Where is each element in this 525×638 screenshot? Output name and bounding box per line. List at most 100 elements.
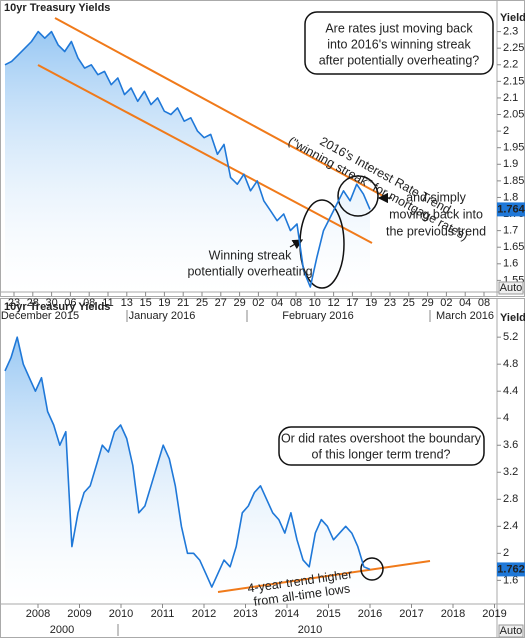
annotation-text: potentially overheating [187, 264, 312, 278]
annotation-text: Winning streak [209, 248, 292, 262]
x-tick-label: 2012 [192, 608, 216, 620]
annotation-text: and simply [406, 190, 466, 204]
x-tick-label: 04 [459, 297, 471, 309]
current-value-label: 1.764 [497, 203, 525, 215]
callout-box [304, 11, 494, 75]
axis-label: Yield [500, 312, 525, 324]
y-tick-label: 3.2 [503, 466, 518, 478]
x-tick-label: 2018 [441, 608, 465, 620]
y-tick-label: 1.6 [503, 258, 518, 270]
x-tick-label: 25 [403, 297, 415, 309]
x-tick-label: 29 [233, 297, 245, 309]
x-tick-label: 23 [8, 297, 20, 309]
x-tick-label: 2016 [358, 608, 382, 620]
callout-box [278, 426, 485, 466]
x-tick-label: 21 [177, 297, 189, 309]
area-fill [5, 337, 370, 604]
y-tick-label: 2 [503, 125, 509, 137]
x-tick-label: 2010 [109, 608, 133, 620]
y-tick-label: 1.8 [503, 191, 518, 203]
x-tick-label: 10 [309, 297, 321, 309]
series-line [4, 336, 371, 588]
x-tick-label: 30 [45, 297, 57, 309]
current-value-label: 1.762 [497, 563, 525, 575]
trend-line [37, 64, 373, 244]
annotation-text: moving back into [389, 207, 483, 221]
x-tick-label: 13 [121, 297, 133, 309]
x-tick-label: 19 [365, 297, 377, 309]
x-tick-label: 17 [346, 297, 358, 309]
x-tick-label: 11 [102, 297, 113, 309]
x-tick-label: 02 [252, 297, 264, 309]
y-tick-label: 4 [503, 412, 509, 424]
y-tick-label: 2.3 [503, 25, 518, 37]
scale-mode-box [498, 624, 524, 638]
annotation-text: Are rates just moving back [325, 21, 473, 35]
y-tick-label: 1.9 [503, 158, 518, 170]
chart-title: 10yr Treasury Yields [4, 2, 110, 14]
x-tick-label: 27 [215, 297, 227, 309]
y-tick-label: 1.85 [503, 175, 524, 187]
y-tick-label: 2.8 [503, 493, 518, 505]
x-tick-label: 02 [440, 297, 452, 309]
y-tick-label: 1.7 [503, 225, 518, 237]
y-tick-label: 2.4 [503, 520, 518, 532]
x-tick-label: 2013 [233, 608, 257, 620]
y-tick-label: 2.15 [503, 75, 524, 87]
annotation-text: after potentially overheating? [319, 53, 480, 67]
x-tick-label: 15 [139, 297, 151, 309]
x-tick-label: 19 [158, 297, 170, 309]
y-tick-label: 3.6 [503, 439, 518, 451]
x-tick-label: 12 [327, 297, 339, 309]
scale-mode: Auto [500, 282, 523, 294]
x-tick-label: 2011 [151, 608, 175, 620]
y-tick-label: 5.2 [503, 331, 518, 343]
x-tick-label: 29 [421, 297, 433, 309]
trend-line [217, 560, 431, 593]
y-tick-label: 1.95 [503, 142, 524, 154]
x-tick-label: 2009 [67, 608, 91, 620]
x-period-label: 2000 [50, 624, 74, 636]
x-tick-label: 06 [64, 297, 76, 309]
axis-label: Yield [500, 12, 525, 24]
y-tick-label: 1.65 [503, 241, 524, 253]
x-period-label: January 2016 [129, 310, 196, 322]
x-tick-label: 28 [27, 297, 39, 309]
x-tick-label: 25 [196, 297, 208, 309]
x-tick-label: 08 [290, 297, 302, 309]
annotation-text: the previous trend [386, 224, 486, 238]
x-tick-label: 2015 [316, 608, 340, 620]
x-tick-label: 2008 [26, 608, 50, 620]
annotation-text: of this longer term trend? [312, 447, 451, 461]
y-tick-label: 2.05 [503, 108, 524, 120]
annotation-text: Or did rates overshoot the boundary [281, 431, 482, 445]
y-tick-label: 2.2 [503, 59, 518, 71]
y-tick-label: 1.6 [503, 574, 518, 586]
series-line [4, 30, 371, 288]
y-tick-label: 2.1 [503, 92, 518, 104]
x-tick-label: 2019 [482, 608, 506, 620]
highlight-circle [360, 557, 384, 581]
y-tick-label: 4.8 [503, 358, 518, 370]
x-tick-label: 08 [83, 297, 95, 309]
x-tick-label: 04 [271, 297, 283, 309]
x-period-label: February 2016 [282, 310, 354, 322]
annotation-text: into 2016's winning streak [327, 37, 471, 51]
y-tick-label: 2.25 [503, 42, 524, 54]
x-period-label: 2010 [298, 624, 322, 636]
current-value-box [497, 562, 525, 577]
x-period-label: December 2015 [1, 310, 79, 322]
x-tick-label: 23 [384, 297, 396, 309]
chart-title: 10yr Treasury Yields [4, 301, 110, 313]
trend-line [54, 17, 386, 198]
scale-mode: Auto [500, 625, 523, 637]
y-tick-label: 4.4 [503, 385, 518, 397]
x-period-label: March 2016 [436, 310, 494, 322]
scale-mode-box [498, 281, 524, 295]
y-tick-label: 2 [503, 547, 509, 559]
x-tick-label: 2014 [275, 608, 299, 620]
x-tick-label: 08 [478, 297, 490, 309]
x-tick-label: 2017 [399, 608, 423, 620]
current-value-box [497, 202, 525, 217]
